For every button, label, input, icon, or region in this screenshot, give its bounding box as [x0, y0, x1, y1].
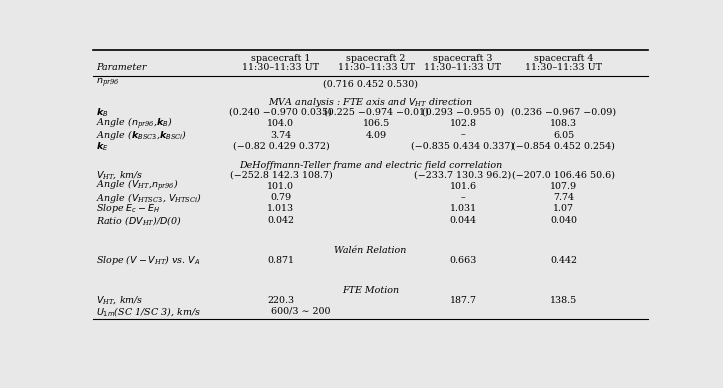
Text: 108.3: 108.3: [550, 119, 578, 128]
Text: 107.9: 107.9: [550, 182, 578, 191]
Text: (−0.82 0.429 0.372): (−0.82 0.429 0.372): [233, 142, 329, 151]
Text: (0.236 −0.967 −0.09): (0.236 −0.967 −0.09): [511, 108, 617, 117]
Text: $U_{1m}$(SC 1/SC 3), km/s: $U_{1m}$(SC 1/SC 3), km/s: [96, 305, 201, 318]
Text: spacecraft 1: spacecraft 1: [251, 54, 311, 63]
Text: Angle ($n_{\mathregular{pr96}}$,$\boldsymbol{k}_B$): Angle ($n_{\mathregular{pr96}}$,$\boldsy…: [96, 116, 173, 132]
Text: 6.05: 6.05: [553, 130, 575, 140]
Text: 11:30–11:33 UT: 11:30–11:33 UT: [242, 64, 320, 73]
Text: 0.044: 0.044: [450, 216, 476, 225]
Text: 4.09: 4.09: [366, 130, 387, 140]
Text: 11:30–11:33 UT: 11:30–11:33 UT: [526, 64, 602, 73]
Text: 1.031: 1.031: [450, 204, 476, 213]
Text: –: –: [461, 130, 466, 140]
Text: 187.7: 187.7: [450, 296, 476, 305]
Text: 0.871: 0.871: [268, 256, 294, 265]
Text: 11:30–11:33 UT: 11:30–11:33 UT: [338, 64, 415, 73]
Text: Angle ($V_{\mathregular{HT}}$,$n_{\mathregular{pr96}}$): Angle ($V_{\mathregular{HT}}$,$n_{\mathr…: [96, 178, 179, 194]
Text: 1.07: 1.07: [553, 204, 574, 213]
Text: 106.5: 106.5: [362, 119, 390, 128]
Text: $\boldsymbol{k}_E$: $\boldsymbol{k}_E$: [96, 140, 108, 152]
Text: 0.040: 0.040: [550, 216, 578, 225]
Text: Ratio ($DV_{\mathregular{HT}}$)/$D$(0): Ratio ($DV_{\mathregular{HT}}$)/$D$(0): [96, 214, 181, 227]
Text: Slope $E_c - E_H$: Slope $E_c - E_H$: [96, 203, 161, 215]
Text: (−0.835 0.434 0.337): (−0.835 0.434 0.337): [411, 142, 515, 151]
Text: spacecraft 4: spacecraft 4: [534, 54, 594, 63]
Text: $n_{\mathregular{pr96}}$: $n_{\mathregular{pr96}}$: [96, 77, 120, 90]
Text: spacecraft 3: spacecraft 3: [433, 54, 493, 63]
Text: 0.042: 0.042: [268, 216, 294, 225]
Text: 11:30–11:33 UT: 11:30–11:33 UT: [424, 64, 502, 73]
Text: DeHoffmann-Teller frame and electric field correlation: DeHoffmann-Teller frame and electric fie…: [239, 161, 502, 170]
Text: (−233.7 130.3 96.2): (−233.7 130.3 96.2): [414, 171, 512, 180]
Text: $V_{\mathregular{HT}}$, km/s: $V_{\mathregular{HT}}$, km/s: [96, 294, 143, 306]
Text: 7.74: 7.74: [553, 193, 574, 202]
Text: 1.013: 1.013: [268, 204, 294, 213]
Text: (−252.8 142.3 108.7): (−252.8 142.3 108.7): [229, 171, 333, 180]
Text: FTE Motion: FTE Motion: [342, 286, 399, 295]
Text: (0.240 −0.970 0.035): (0.240 −0.970 0.035): [229, 108, 333, 117]
Text: 0.442: 0.442: [550, 256, 578, 265]
Text: (0.225 −0.974 −0.01): (0.225 −0.974 −0.01): [324, 108, 429, 117]
Text: –: –: [461, 193, 466, 202]
Text: Angle ($\boldsymbol{k}_{B\mathregular{SC}3}$,$\boldsymbol{k}_{B\mathregular{SC}i: Angle ($\boldsymbol{k}_{B\mathregular{SC…: [96, 128, 187, 142]
Text: Parameter: Parameter: [96, 64, 146, 73]
Text: 3.74: 3.74: [270, 130, 291, 140]
Text: 0.79: 0.79: [270, 193, 291, 202]
Text: 138.5: 138.5: [550, 296, 578, 305]
Text: 101.0: 101.0: [268, 182, 294, 191]
Text: 600/3 ∼ 200: 600/3 ∼ 200: [270, 307, 330, 316]
Text: Angle ($V_{\mathregular{HTSC}3}$, $V_{\mathregular{HTSCi}}$): Angle ($V_{\mathregular{HTSC}3}$, $V_{\m…: [96, 191, 202, 204]
Text: 101.6: 101.6: [450, 182, 476, 191]
Text: MVA analysis : FTE axis and $V_{\mathregular{HT}}$ direction: MVA analysis : FTE axis and $V_{\mathreg…: [268, 97, 473, 109]
Text: (−0.854 0.452 0.254): (−0.854 0.452 0.254): [513, 142, 615, 151]
Text: $V_{\mathregular{HT}}$, km/s: $V_{\mathregular{HT}}$, km/s: [96, 169, 143, 181]
Text: 104.0: 104.0: [268, 119, 294, 128]
Text: spacecraft 2: spacecraft 2: [346, 54, 406, 63]
Text: (−207.0 106.46 50.6): (−207.0 106.46 50.6): [513, 171, 615, 180]
Text: Walén Relation: Walén Relation: [334, 246, 407, 255]
Text: 0.663: 0.663: [449, 256, 476, 265]
Text: (0.293 −0.955 0): (0.293 −0.955 0): [422, 108, 504, 117]
Text: $\boldsymbol{k}_B$: $\boldsymbol{k}_B$: [96, 106, 108, 119]
Text: 102.8: 102.8: [450, 119, 476, 128]
Text: 220.3: 220.3: [268, 296, 294, 305]
Text: Slope ($V - V_{\mathregular{HT}}$) vs. $V_A$: Slope ($V - V_{\mathregular{HT}}$) vs. $…: [96, 253, 200, 267]
Text: (0.716 0.452 0.530): (0.716 0.452 0.530): [323, 79, 418, 88]
